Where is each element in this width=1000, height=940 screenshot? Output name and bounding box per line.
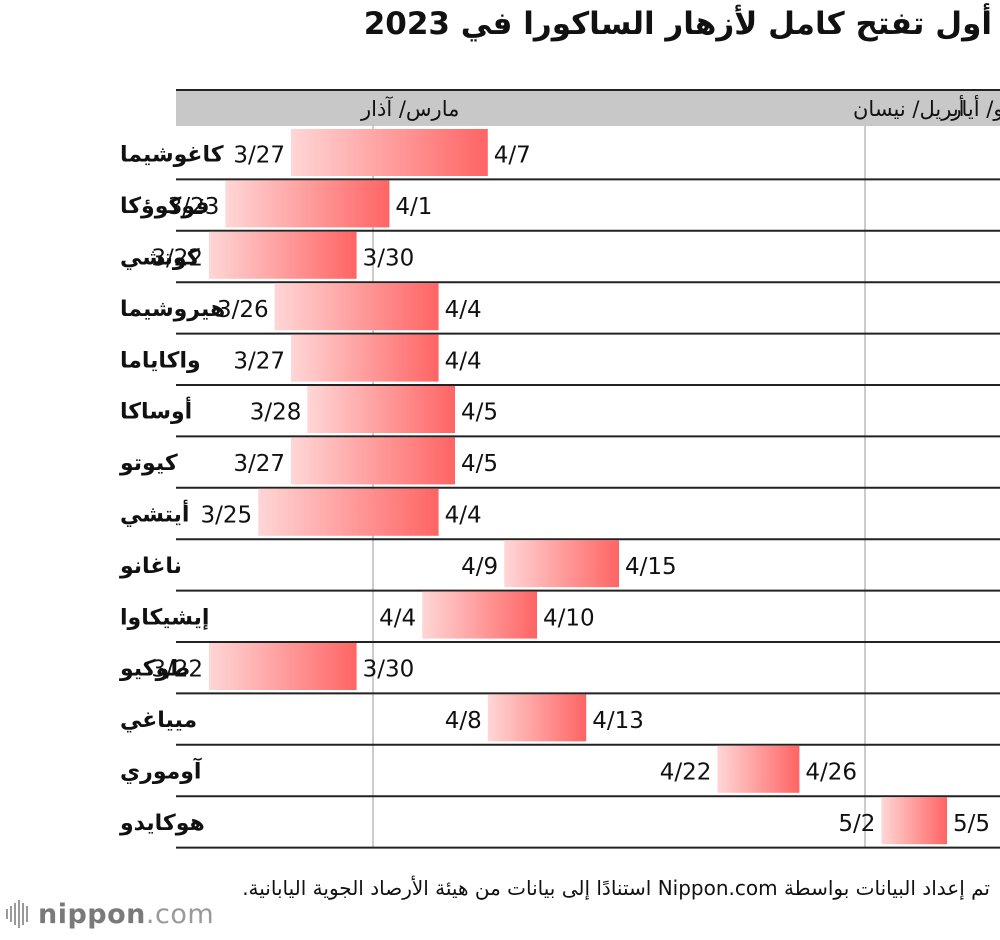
logo-text: nippon.com	[38, 898, 215, 930]
start-date-label: 3/28	[250, 400, 302, 426]
end-date-label: 4/26	[805, 760, 857, 786]
start-date-label: 3/27	[233, 348, 285, 374]
range-bar	[274, 283, 439, 331]
month-header-band	[176, 90, 1000, 126]
range-bar	[307, 386, 455, 433]
start-date-label: 3/26	[217, 297, 269, 323]
end-date-label: 4/15	[625, 554, 677, 580]
source-note: تم إعداد البيانات بواسطة Nippon.com استن…	[242, 876, 990, 900]
range-bar	[258, 488, 439, 536]
end-date-label: 4/4	[445, 348, 482, 374]
nippon-logo: nippon.com	[6, 894, 214, 934]
logo-mark-icon	[6, 899, 30, 929]
category-label: أوساكا	[120, 396, 192, 425]
end-date-label: 4/4	[445, 297, 482, 323]
end-date-label: 5/5	[953, 811, 990, 837]
category-label: أيتشي	[120, 499, 189, 528]
start-date-label: 4/4	[379, 605, 416, 631]
end-date-label: 3/30	[363, 657, 415, 683]
range-bar	[209, 643, 357, 690]
start-date-label: 3/22	[151, 657, 203, 683]
range-bar	[881, 797, 947, 845]
category-label: واكاياما	[120, 348, 201, 373]
category-label: ناغانو	[119, 554, 182, 579]
start-date-label: 3/27	[233, 143, 285, 169]
month-label: مايو/ أيار	[950, 95, 1000, 121]
category-label: آوموري	[120, 757, 202, 785]
category-label: فوكوؤكا	[120, 194, 210, 219]
start-date-label: 5/2	[838, 811, 875, 837]
range-bar	[209, 231, 357, 279]
start-date-label: 3/27	[233, 451, 285, 477]
range-bar	[422, 591, 537, 639]
end-date-label: 4/5	[461, 451, 498, 477]
end-date-label: 4/1	[395, 194, 432, 220]
category-label: هوكايدو	[119, 811, 205, 836]
end-date-label: 4/13	[592, 708, 644, 734]
end-date-label: 4/5	[461, 400, 498, 426]
start-date-label: 4/22	[660, 760, 712, 786]
month-label: مارس/ آذار	[360, 96, 459, 121]
start-date-label: 3/22	[151, 246, 203, 272]
category-label: كيوتو	[119, 451, 178, 476]
end-date-label: 4/7	[494, 143, 531, 169]
end-date-label: 3/30	[363, 246, 415, 272]
bloom-range-chart: مارس/ آذار أبريل/ نيسانمايو/ أيار كاغوشيم…	[119, 89, 1000, 849]
end-date-label: 4/10	[543, 605, 595, 631]
category-label: إيشيكاوا	[120, 605, 209, 630]
start-date-label: 4/9	[461, 554, 498, 580]
start-date-label: 3/25	[201, 503, 253, 529]
start-date-label: 3/23	[168, 194, 220, 220]
start-date-label: 4/8	[445, 708, 482, 734]
range-bar	[291, 334, 439, 382]
range-bar	[225, 180, 390, 228]
category-label: كوتشي	[120, 246, 200, 271]
category-label: طوكيو	[119, 657, 190, 682]
chart-title: أول تفتح كامل لأزهار الساكورا في 2023	[363, 6, 992, 42]
month-label: أبريل/ نيسان	[853, 95, 965, 121]
category-label: ميياغي	[120, 708, 197, 733]
range-bar	[717, 745, 800, 793]
end-date-label: 4/4	[445, 503, 482, 529]
category-label: هيروشيما	[120, 297, 225, 322]
range-bar	[291, 437, 455, 485]
range-bar	[504, 540, 619, 588]
range-bar	[487, 694, 587, 742]
range-bar	[291, 129, 488, 176]
category-label: كاغوشيما	[120, 143, 224, 168]
